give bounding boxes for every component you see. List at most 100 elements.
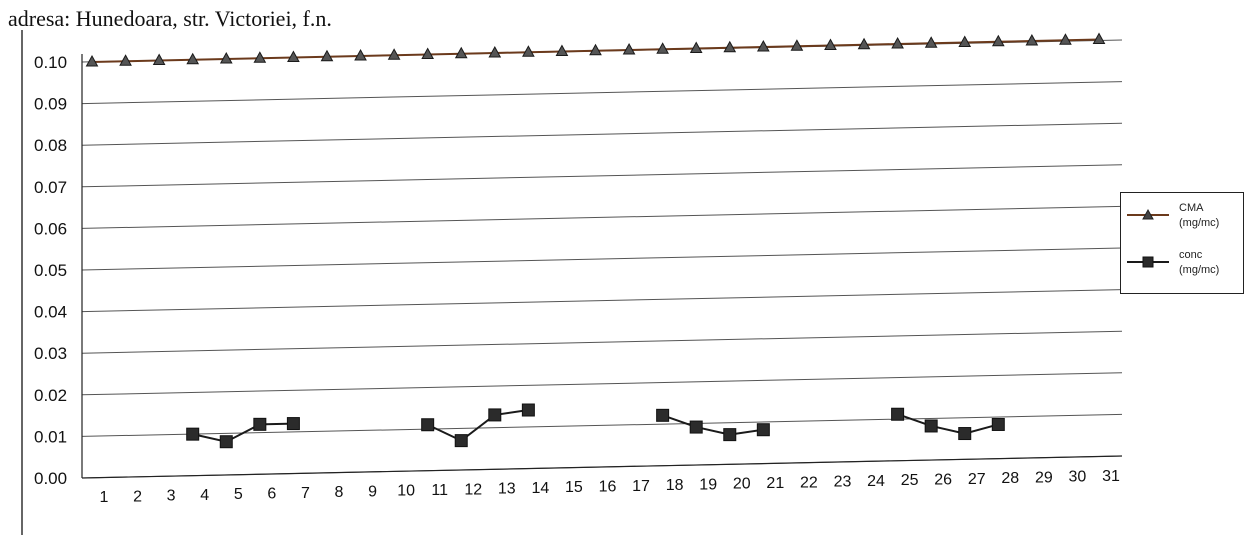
x-tick-label: 9 [368,483,377,500]
x-tick-label: 19 [699,476,717,493]
legend-square-marker [1142,256,1154,268]
x-tick-label: 16 [599,479,617,496]
x-tick-label: 25 [901,472,919,489]
gridline-2 [81,372,1123,396]
x-tick-label: 27 [968,471,986,488]
cma-point [488,45,502,58]
conc-point [723,428,737,442]
x-tick-label: 1 [100,489,109,506]
y-tick-label: 0.09 [34,95,67,114]
cma-point [555,44,569,56]
x-tick-label: 31 [1102,468,1120,485]
y-tick-label: 0.01 [34,427,67,446]
cma-point [354,48,367,61]
cma-point [756,39,770,52]
x-tick-label: 29 [1035,469,1053,486]
cma-point [622,42,636,55]
x-tick-label: 24 [867,473,885,490]
x-tick-label: 7 [301,485,310,502]
cma-point [824,38,837,50]
gridline-1 [81,413,1123,437]
conc-point [421,418,435,432]
cma-point [454,46,468,59]
cma-point [1025,33,1039,46]
conc-point [521,403,535,417]
series-layer [85,32,1106,449]
conc-point [219,435,233,449]
conc-point [689,420,703,434]
x-tick-label: 6 [267,486,276,503]
conc-point [656,408,670,422]
x-tick-label: 12 [464,481,482,498]
gridline-8 [81,122,1123,146]
legend-cma-label-line1: CMA [1179,202,1204,214]
x-tick-label: 3 [167,488,176,505]
x-tick-label: 18 [666,477,684,494]
conc-point [186,427,200,441]
gridline-6 [81,205,1123,229]
x-tick-label: 21 [766,475,784,492]
chart-title: adresa: Hunedoara, str. Victoriei, f.n. [8,6,332,31]
cma-point [991,34,1005,47]
cma-point [85,54,99,67]
gridlines [81,39,1123,479]
cma-point [152,53,166,65]
x-tick-label: 10 [397,483,415,500]
x-tick-label: 2 [133,488,142,505]
x-tick-label: 30 [1069,469,1087,486]
series-line-conc [192,422,294,443]
cma-point [119,54,132,66]
conc-point [924,419,938,433]
gridline-4 [81,289,1123,313]
cma-point [253,51,267,63]
cma-point [790,39,804,51]
x-tick-label: 5 [234,486,243,503]
series-line-conc [662,414,764,436]
x-axis-line [81,455,1123,479]
x-tick-label: 8 [335,484,344,501]
y-tick-label: 0.10 [34,53,67,72]
x-tick-label: 17 [632,478,650,495]
conc-point [891,407,905,421]
x-tick-label: 20 [733,476,751,493]
legend-cma-label-line2: (mg/mc) [1179,217,1219,229]
conc-point [253,417,267,431]
y-tick-label: 0.00 [34,469,67,488]
x-tick-label: 14 [531,480,549,497]
cma-point [723,40,737,53]
y-tick-label: 0.03 [34,344,67,363]
cma-point [219,51,233,64]
cma-point [589,43,602,56]
x-tick-label: 4 [200,487,209,504]
conc-point [286,417,300,431]
cma-point [387,48,401,60]
x-tick-label: 15 [565,479,583,496]
legend-triangle-marker [1142,208,1154,220]
y-tick-label: 0.02 [34,386,67,405]
gridline-3 [81,330,1123,354]
gridline-9 [81,81,1123,105]
cma-point [958,35,972,47]
y-tick-label: 0.04 [34,303,67,322]
gridline-7 [81,164,1123,188]
x-axis-ticks: 1 2 3 4 5 6 7 8 9 10 11 12 13 14 15 16 17 18 19 20 21 22 23 24 2… [100,468,1120,506]
conc-point [454,434,468,448]
cma-point [656,42,669,54]
cma-point [320,49,334,62]
cma-point [522,45,535,57]
conc-point [488,408,502,422]
conc-point [756,423,770,437]
axes [21,30,1123,535]
y-tick-label: 0.06 [34,219,67,238]
y-axis-ticks: 0.00 0.01 0.02 0.03 0.04 0.05 0.06 0.07 0.08 0.09… [34,53,67,488]
cma-point [1059,33,1072,45]
cma-point [924,36,938,48]
y-tick-label: 0.05 [34,261,67,280]
cma-point [689,41,703,53]
gridline-5 [81,247,1123,271]
legend: CMA (mg/mc) conc (mg/mc) [1120,192,1244,294]
conc-point [958,427,972,441]
cma-point [421,47,435,59]
conc-point [991,417,1005,431]
